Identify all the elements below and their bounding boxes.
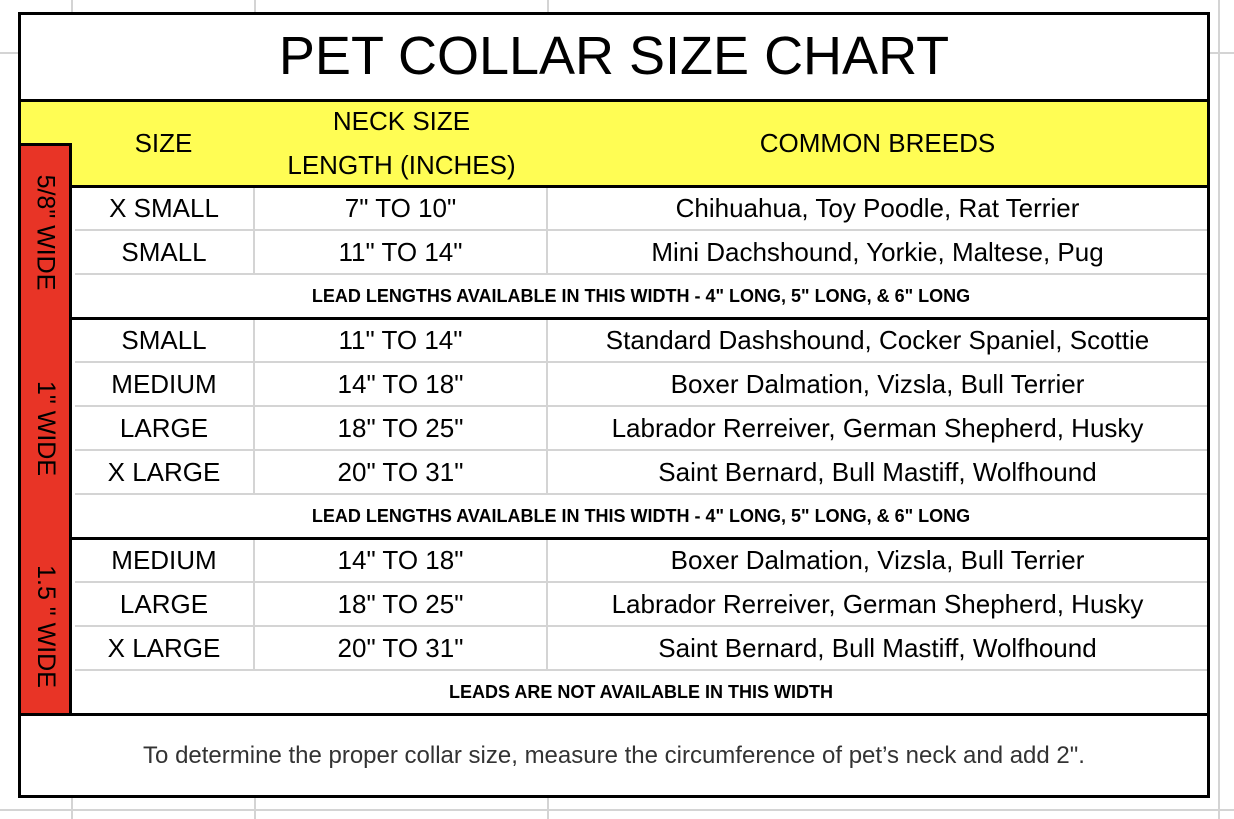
lead-note: LEAD LENGTHS AVAILABLE IN THIS WIDTH - 4…: [311, 286, 971, 306]
header-row: [21, 99, 1207, 143]
divider: [72, 185, 1210, 188]
cell-neck: 14" TO 18": [255, 363, 548, 407]
divider: [72, 537, 1210, 540]
cell-breeds: Labrador Rerreiver, German Shepherd, Hus…: [548, 583, 1207, 627]
gridline: [0, 809, 1234, 811]
cell-neck: 18" TO 25": [255, 407, 548, 451]
lead-note: LEAD LENGTHS AVAILABLE IN THIS WIDTH - 4…: [311, 506, 971, 526]
cell-breeds: Chihuahua, Toy Poodle, Rat Terrier: [548, 188, 1207, 231]
width-label: 5/8" WIDE: [31, 174, 60, 290]
cell-breeds: Mini Dachshound, Yorkie, Maltese, Pug: [548, 231, 1207, 275]
width-band-1-5: 1.5 " WIDE: [21, 538, 72, 714]
cell-neck: 11" TO 14": [255, 231, 548, 275]
gridline: [1218, 0, 1220, 819]
cell-breeds: Saint Bernard, Bull Mastiff, Wolfhound: [548, 451, 1207, 495]
cell-breeds: Standard Dashshound, Cocker Spaniel, Sco…: [548, 320, 1207, 363]
cell-size: SMALL: [75, 231, 255, 275]
width-band-5-8: 5/8" WIDE: [21, 143, 72, 318]
cell-breeds: Saint Bernard, Bull Mastiff, Wolfhound: [548, 627, 1207, 671]
header-neck-line2: LENGTH (INCHES): [287, 150, 516, 180]
header-neck-line1: NECK SIZE: [332, 106, 471, 136]
cell-breeds: Labrador Rerreiver, German Shepherd, Hus…: [548, 407, 1207, 451]
cell-size: X SMALL: [75, 188, 255, 231]
cell-neck: 18" TO 25": [255, 583, 548, 627]
header-row-lower: [72, 143, 1207, 186]
cell-neck: 20" TO 31": [255, 451, 548, 495]
cell-size: MEDIUM: [75, 363, 255, 407]
chart-title: PET COLLAR SIZE CHART: [278, 25, 950, 86]
cell-neck: 14" TO 18": [255, 540, 548, 583]
cell-neck: 20" TO 31": [255, 627, 548, 671]
cell-size: LARGE: [75, 583, 255, 627]
header-common-breeds: COMMON BREEDS: [759, 128, 996, 158]
header-size: SIZE: [134, 128, 193, 158]
cell-size: X LARGE: [75, 627, 255, 671]
divider: [18, 713, 1210, 716]
lead-note: LEADS ARE NOT AVAILABLE IN THIS WIDTH: [449, 682, 833, 702]
header-neck-size: NECK SIZE LENGTH (INCHES): [255, 99, 548, 187]
divider: [72, 317, 1210, 320]
cell-breeds: Boxer Dalmation, Vizsla, Bull Terrier: [548, 540, 1207, 583]
footer-instructions: To determine the proper collar size, mea…: [143, 742, 1085, 769]
cell-neck: 7" TO 10": [255, 188, 548, 231]
width-label: 1" WIDE: [31, 380, 60, 476]
cell-size: X LARGE: [75, 451, 255, 495]
cell-size: SMALL: [75, 320, 255, 363]
cell-size: LARGE: [75, 407, 255, 451]
width-label: 1.5 " WIDE: [31, 564, 60, 688]
cell-breeds: Boxer Dalmation, Vizsla, Bull Terrier: [548, 363, 1207, 407]
width-band-1: 1" WIDE: [21, 318, 72, 538]
cell-size: MEDIUM: [75, 540, 255, 583]
cell-neck: 11" TO 14": [255, 320, 548, 363]
